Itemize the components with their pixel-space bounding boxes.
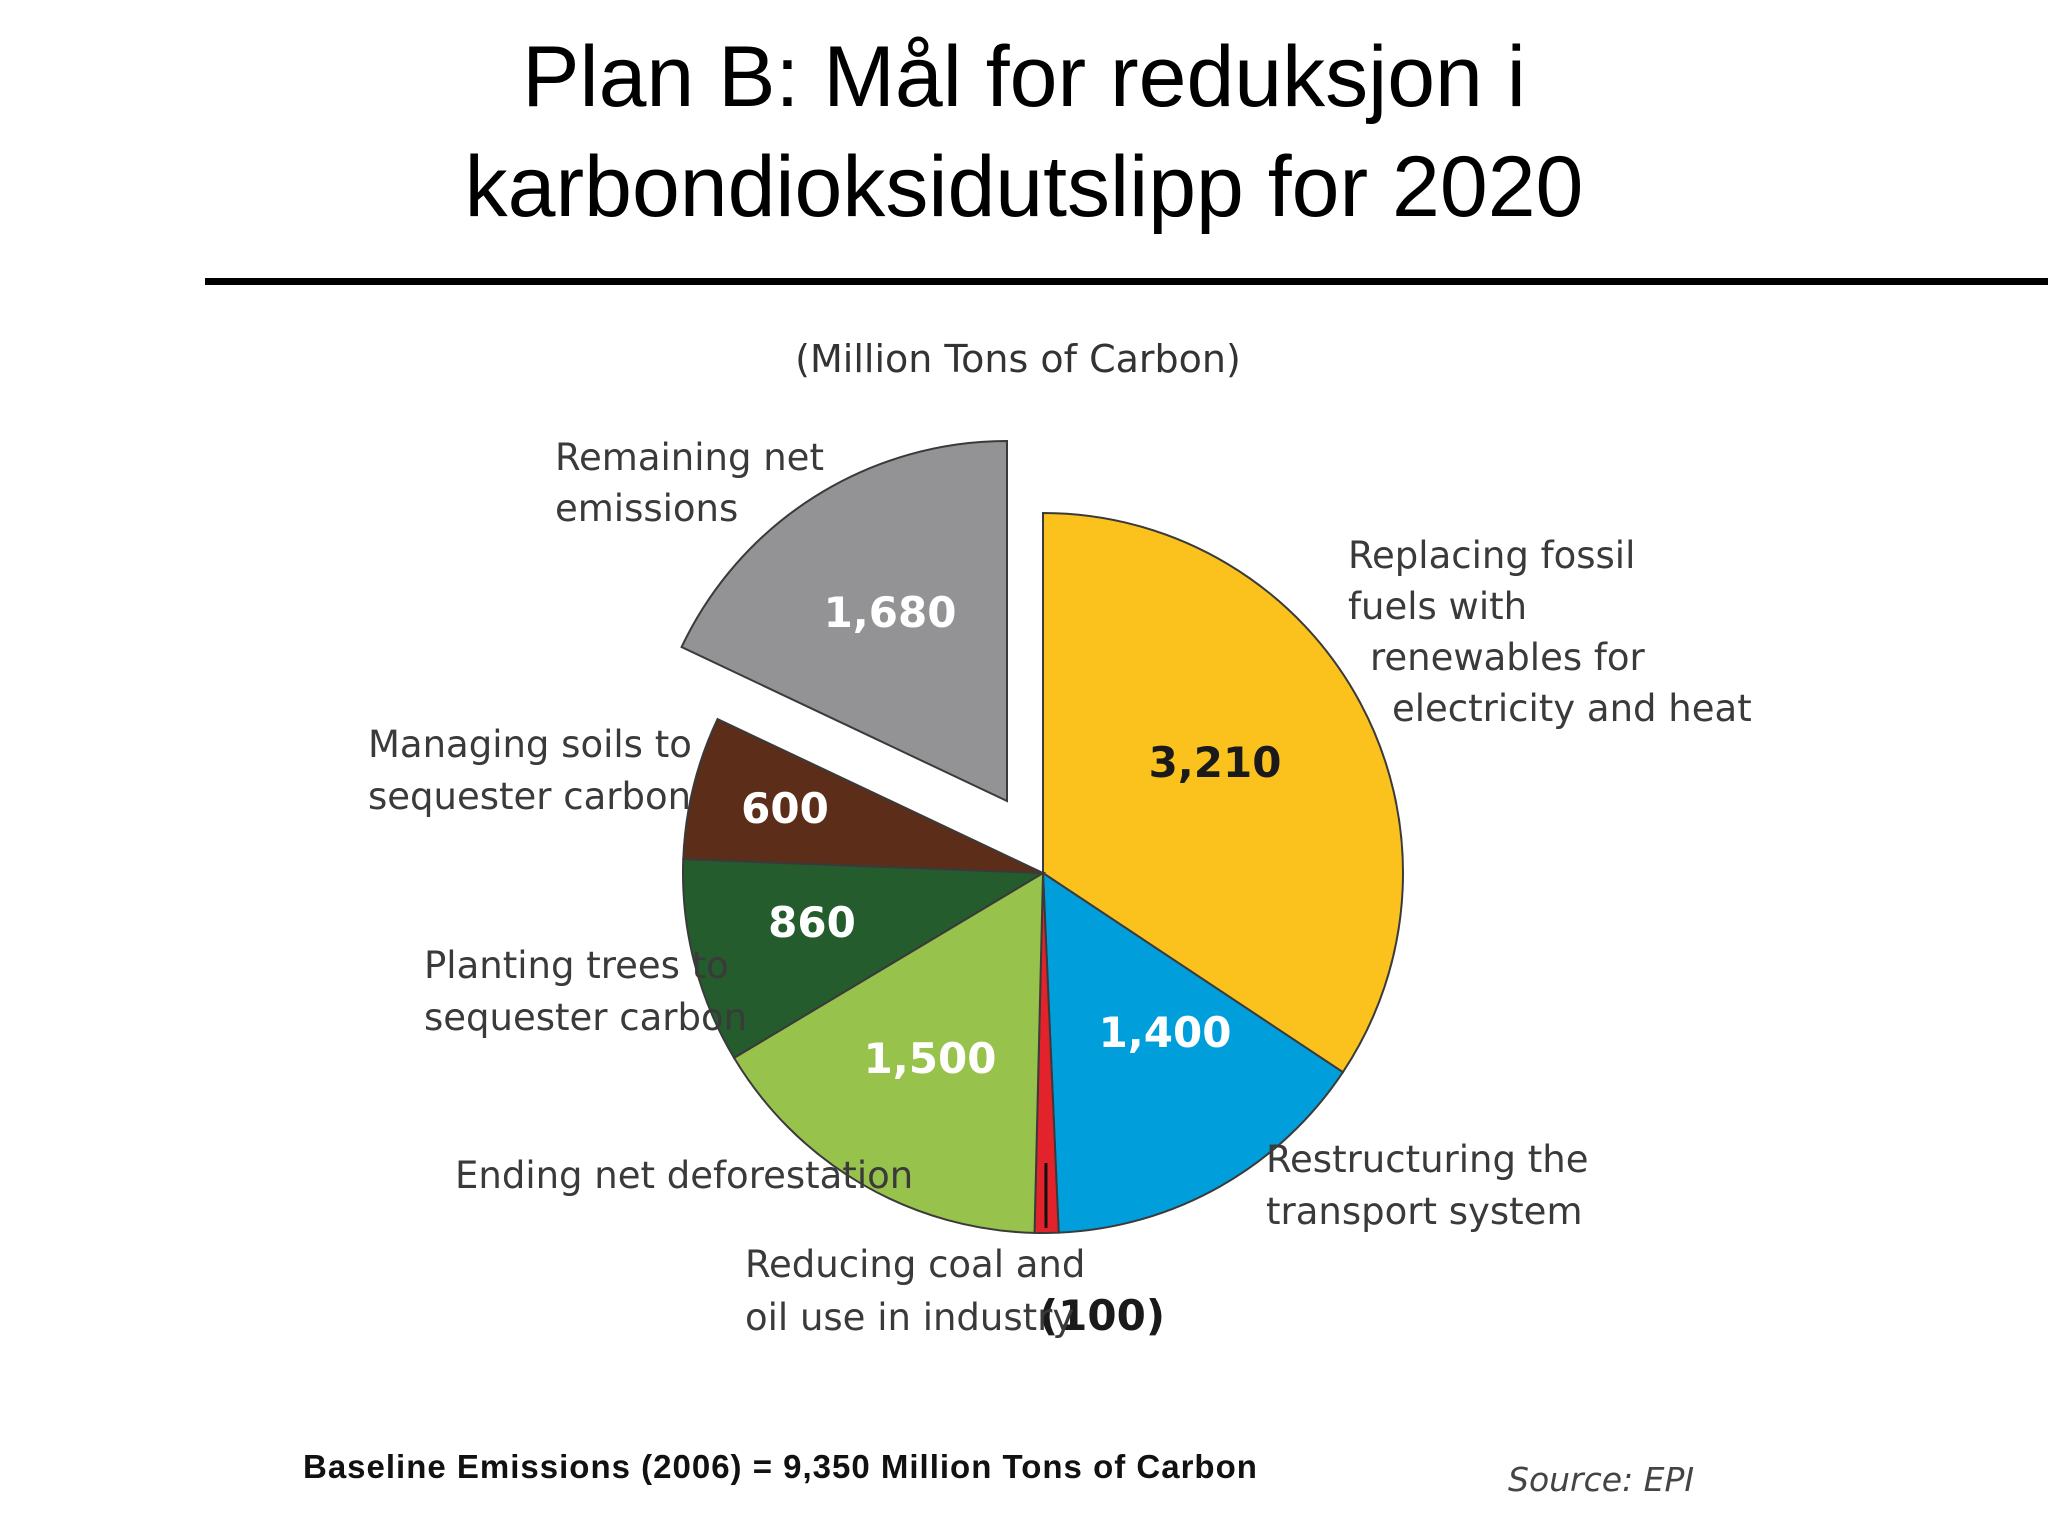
title-divider: [205, 278, 2048, 285]
category-label-1: Restructuring the transport system: [1266, 1138, 1588, 1233]
category-labels: Replacing fossil fuels with renewables for…: [368, 436, 1752, 1339]
pie-slice-3: [732, 871, 1045, 1234]
value-label-4: 860: [768, 898, 856, 947]
value-label-5: 600: [741, 784, 829, 833]
category-label-line: renewables for: [1370, 636, 1646, 679]
category-label-line: Planting trees to: [424, 944, 729, 987]
category-label-6: Remaining net emissions: [555, 436, 824, 530]
category-label-5: Managing soils to sequester carbon: [368, 723, 692, 818]
category-label-4: Planting trees to sequester carbon: [424, 944, 747, 1039]
category-label-line: Ending net deforestation: [455, 1154, 913, 1197]
category-label-line: fuels with: [1348, 585, 1527, 628]
category-label-line: sequester carbon: [424, 996, 747, 1039]
category-label-line: Reducing coal and: [745, 1243, 1085, 1286]
value-label-2: (100): [1039, 1291, 1165, 1340]
category-label-line: transport system: [1266, 1190, 1583, 1233]
slide-title-line-1: Plan B: Mål for reduksjon i: [522, 29, 1526, 125]
unit-label: (Million Tons of Carbon): [795, 337, 1241, 381]
category-label-3: Ending net deforestation: [455, 1154, 913, 1197]
value-label-3: 1,500: [864, 1034, 997, 1083]
pie-slice-1: [1041, 871, 1345, 1234]
value-labels: 3,210 1,400 (100) 1,500 860 600 1,680: [741, 588, 1281, 1340]
pie-slice-6: [680, 439, 1008, 803]
category-label-line: Managing soils to: [368, 723, 692, 766]
category-label-line: oil use in industry: [745, 1296, 1074, 1339]
category-label-line: sequester carbon: [368, 775, 691, 818]
category-label-line: electricity and heat: [1392, 687, 1752, 730]
pie-slices: [680, 439, 1404, 1234]
pie-slice-4: [682, 858, 1047, 1060]
source-note: Source: EPI: [1508, 1460, 1694, 1499]
category-label-line: emissions: [555, 487, 738, 530]
category-label-line: Remaining net: [555, 436, 824, 479]
category-label-line: Restructuring the: [1266, 1138, 1588, 1181]
baseline-note: Baseline Emissions (2006) = 9,350 Millio…: [303, 1448, 1258, 1485]
slide-title-line-2: karbondioksidutslipp for 2020: [464, 139, 1584, 235]
category-label-line: Replacing fossil: [1348, 534, 1635, 577]
category-label-0: Replacing fossil fuels with renewables for…: [1348, 534, 1752, 730]
slide-title: Plan B: Mål for reduksjon i karbondioksi…: [0, 22, 2048, 242]
category-label-2: Reducing coal and oil use in industry: [745, 1243, 1085, 1339]
value-label-1: 1,400: [1099, 1008, 1232, 1057]
value-label-6: 1,680: [824, 588, 957, 637]
value-label-0: 3,210: [1149, 738, 1282, 787]
pie-slice-5: [682, 717, 1044, 874]
